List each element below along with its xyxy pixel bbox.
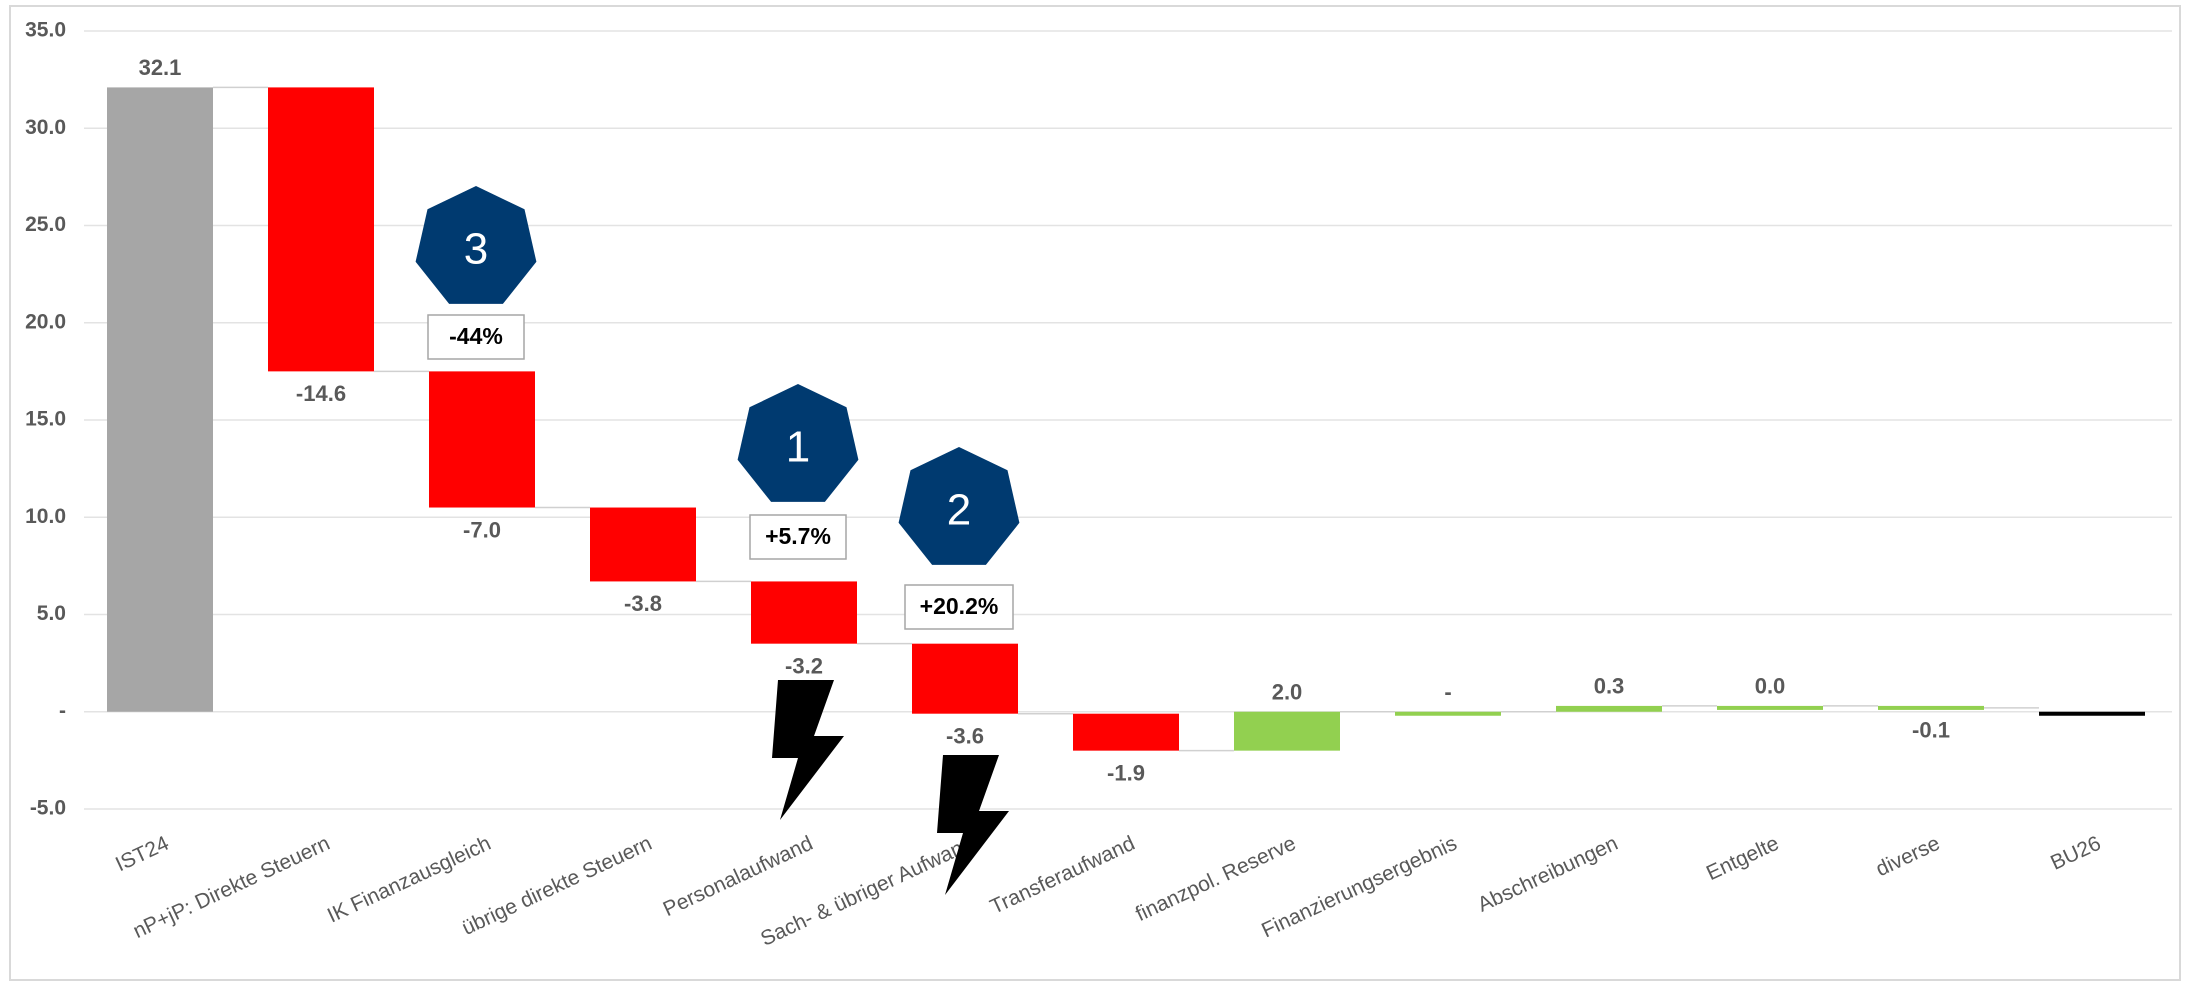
bar [1234, 711, 1340, 751]
bar [1717, 705, 1823, 710]
value-label: 32.1 [139, 55, 182, 80]
value-label: -0.1 [1912, 718, 1950, 743]
bar [268, 87, 374, 372]
y-tick-label: -5.0 [30, 797, 66, 820]
y-tick-label: - [59, 699, 66, 722]
badge-number: 2 [947, 486, 971, 535]
y-tick-label: 15.0 [25, 408, 66, 431]
value-label: -7.0 [463, 517, 501, 542]
percent-box [904, 584, 1014, 630]
badge-number: 1 [786, 423, 810, 472]
y-tick-label: 5.0 [37, 602, 66, 625]
percent-box [427, 314, 525, 360]
percent-label: +5.7% [765, 523, 831, 549]
badge-number: 3 [464, 225, 488, 274]
badge [898, 447, 1020, 565]
bar [912, 643, 1018, 714]
y-tick-label: 25.0 [25, 213, 66, 236]
bar [1395, 711, 1501, 716]
bar [1878, 705, 1984, 710]
value-label: - [1444, 680, 1451, 705]
y-tick-label: 35.0 [25, 19, 66, 42]
bar [1556, 705, 1662, 712]
value-label: -3.2 [785, 653, 823, 678]
lightning-bolt [772, 680, 844, 820]
value-label: -3.8 [624, 591, 662, 616]
value-label: -14.6 [296, 381, 346, 406]
value-label: -1.9 [1107, 760, 1145, 785]
badge [737, 384, 859, 502]
y-tick-label: 30.0 [25, 116, 66, 139]
badge [415, 186, 537, 304]
y-tick-label: 20.0 [25, 310, 66, 333]
percent-label: -44% [449, 323, 503, 349]
percent-box [749, 514, 847, 560]
y-tick-label: 10.0 [25, 505, 66, 528]
bar [590, 507, 696, 582]
bar [429, 371, 535, 508]
bar [1073, 713, 1179, 751]
value-label: 0.3 [1594, 674, 1625, 699]
bar [751, 581, 857, 644]
lightning-bolt [937, 755, 1009, 895]
percent-label: +20.2% [920, 593, 999, 619]
bar [107, 87, 213, 712]
bar [2039, 711, 2145, 716]
value-label: -3.6 [946, 724, 984, 749]
value-label: 0.0 [1755, 674, 1786, 699]
value-label: 2.0 [1272, 680, 1303, 705]
